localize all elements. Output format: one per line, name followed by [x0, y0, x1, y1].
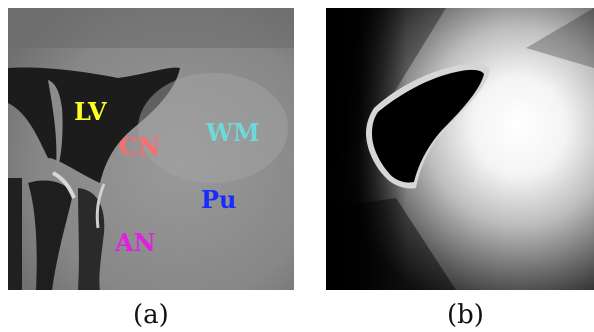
mri-slice-graphic [8, 8, 294, 290]
region-label-wm: WM [206, 118, 260, 147]
caption-b: (b) [447, 300, 484, 330]
distance-map-graphic [326, 8, 594, 290]
region-label-lv: LV [74, 97, 107, 126]
region-label-pu: Pu [201, 185, 237, 214]
distance-map-image [326, 8, 594, 290]
region-label-an: AN [115, 228, 156, 257]
region-label-cn: CN [119, 132, 161, 161]
mri-slice-image: LV CN WM Pu AN [8, 8, 294, 290]
caption-a: (a) [133, 300, 169, 330]
